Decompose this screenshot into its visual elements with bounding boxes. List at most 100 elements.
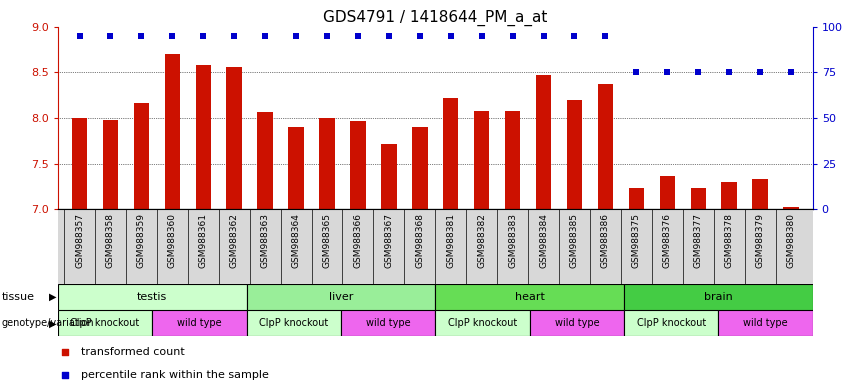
Bar	[196, 65, 211, 209]
Text: GSM988378: GSM988378	[725, 213, 734, 268]
Point	[72, 33, 86, 39]
Point	[320, 33, 334, 39]
Text: ClpP knockout: ClpP knockout	[71, 318, 140, 328]
Point	[259, 33, 272, 39]
Text: heart: heart	[515, 292, 545, 302]
Text: brain: brain	[704, 292, 733, 302]
Text: liver: liver	[328, 292, 353, 302]
Text: tissue: tissue	[2, 292, 35, 302]
Bar	[660, 177, 675, 209]
Point	[227, 33, 241, 39]
Bar	[435, 310, 529, 336]
Bar	[257, 112, 273, 209]
Bar	[58, 310, 152, 336]
Text: wild type: wild type	[743, 318, 788, 328]
Point	[197, 33, 210, 39]
Bar	[58, 284, 247, 310]
Bar	[567, 100, 582, 209]
Text: GSM988368: GSM988368	[415, 213, 425, 268]
Bar	[412, 127, 427, 209]
Text: GSM988381: GSM988381	[446, 213, 455, 268]
Text: GSM988380: GSM988380	[786, 213, 796, 268]
Bar	[718, 310, 813, 336]
Point	[382, 33, 396, 39]
Text: GSM988384: GSM988384	[539, 213, 548, 268]
Point	[660, 70, 674, 76]
Text: GSM988377: GSM988377	[694, 213, 703, 268]
Point	[413, 33, 426, 39]
Bar	[629, 188, 644, 209]
Bar	[443, 98, 459, 209]
Point	[166, 33, 180, 39]
Text: GSM988357: GSM988357	[75, 213, 84, 268]
Text: GSM988364: GSM988364	[292, 213, 300, 268]
Bar	[351, 121, 366, 209]
Point	[104, 33, 117, 39]
Text: GSM988376: GSM988376	[663, 213, 671, 268]
Point	[497, 255, 511, 262]
Bar	[71, 118, 88, 209]
Bar	[783, 207, 799, 209]
Bar	[164, 54, 180, 209]
Point	[785, 70, 798, 76]
Point	[753, 70, 767, 76]
Bar	[690, 188, 706, 209]
Text: percentile rank within the sample: percentile rank within the sample	[81, 370, 268, 380]
Text: GSM988363: GSM988363	[260, 213, 270, 268]
Text: ▶: ▶	[49, 318, 57, 328]
Bar	[474, 111, 489, 209]
Bar	[529, 310, 624, 336]
Bar	[288, 127, 304, 209]
Text: wild type: wild type	[555, 318, 599, 328]
Point	[537, 33, 551, 39]
Text: GSM988383: GSM988383	[508, 213, 517, 268]
Bar	[134, 103, 149, 209]
Bar	[505, 111, 520, 209]
Bar	[247, 310, 341, 336]
Point	[691, 70, 705, 76]
Point	[630, 70, 643, 76]
Point	[598, 33, 612, 39]
Text: GSM988386: GSM988386	[601, 213, 610, 268]
Point	[134, 33, 148, 39]
Text: GSM988365: GSM988365	[323, 213, 332, 268]
Text: ClpP knockout: ClpP knockout	[260, 318, 328, 328]
Bar	[381, 144, 397, 209]
Point	[505, 33, 519, 39]
Text: GSM988366: GSM988366	[353, 213, 363, 268]
Text: ClpP knockout: ClpP knockout	[637, 318, 705, 328]
Bar	[341, 310, 435, 336]
Point	[444, 33, 458, 39]
Point	[289, 33, 303, 39]
Text: GSM988382: GSM988382	[477, 213, 486, 268]
Bar	[624, 284, 813, 310]
Text: GSM988361: GSM988361	[199, 213, 208, 268]
Text: GSM988360: GSM988360	[168, 213, 177, 268]
Bar	[722, 182, 737, 209]
Bar	[103, 120, 118, 209]
Text: GSM988359: GSM988359	[137, 213, 146, 268]
Text: ▶: ▶	[49, 292, 57, 302]
Bar	[624, 310, 718, 336]
Text: GSM988379: GSM988379	[756, 213, 764, 268]
Point	[568, 33, 581, 39]
Point	[722, 70, 736, 76]
Title: GDS4791 / 1418644_PM_a_at: GDS4791 / 1418644_PM_a_at	[323, 9, 547, 25]
Text: GSM988385: GSM988385	[570, 213, 579, 268]
Point	[475, 33, 488, 39]
Point	[497, 46, 511, 52]
Text: transformed count: transformed count	[81, 347, 185, 357]
Bar	[319, 118, 334, 209]
Text: wild type: wild type	[177, 318, 222, 328]
Text: GSM988375: GSM988375	[632, 213, 641, 268]
Text: GSM988362: GSM988362	[230, 213, 238, 268]
Bar	[536, 75, 551, 209]
Bar	[752, 179, 768, 209]
Text: wild type: wild type	[366, 318, 410, 328]
Point	[351, 33, 365, 39]
Text: ClpP knockout: ClpP knockout	[448, 318, 517, 328]
Bar	[597, 84, 614, 209]
Text: genotype/variation: genotype/variation	[2, 318, 94, 328]
Bar	[247, 284, 435, 310]
Text: testis: testis	[137, 292, 168, 302]
